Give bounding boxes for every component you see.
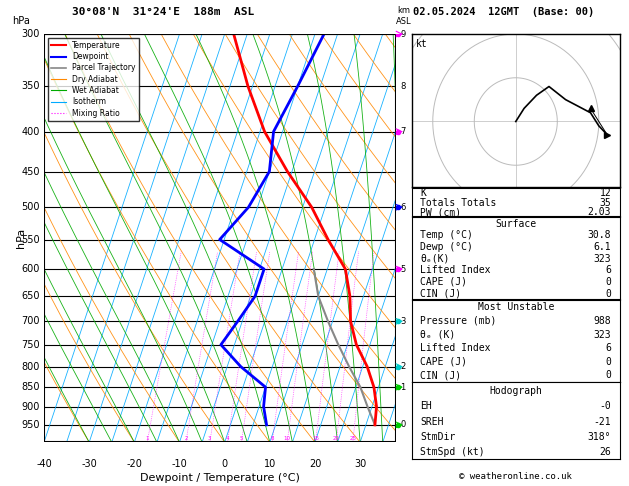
Text: 20: 20: [309, 459, 321, 469]
Text: 30: 30: [354, 459, 366, 469]
Text: 2: 2: [401, 362, 406, 371]
Text: 988: 988: [594, 316, 611, 326]
Text: 0: 0: [605, 357, 611, 367]
Text: 1: 1: [401, 382, 406, 392]
Text: Lifted Index: Lifted Index: [420, 265, 491, 275]
Text: 35: 35: [599, 198, 611, 208]
Text: 400: 400: [21, 126, 40, 137]
Text: hPa: hPa: [16, 228, 26, 248]
Text: 2.03: 2.03: [587, 207, 611, 217]
Text: 6.1: 6.1: [594, 242, 611, 252]
Text: 6: 6: [401, 203, 406, 212]
Text: Mixing Ratio (g/kg): Mixing Ratio (g/kg): [416, 198, 425, 278]
Text: 02.05.2024  12GMT  (Base: 00): 02.05.2024 12GMT (Base: 00): [413, 7, 594, 17]
Text: 3: 3: [208, 435, 211, 441]
Text: 5: 5: [401, 264, 406, 274]
Text: -40: -40: [36, 459, 52, 469]
Text: 0: 0: [605, 277, 611, 287]
Text: Most Unstable: Most Unstable: [477, 302, 554, 312]
Text: Temp (°C): Temp (°C): [420, 230, 473, 240]
Text: 2: 2: [184, 435, 187, 441]
Text: 750: 750: [21, 340, 40, 350]
Text: 0: 0: [401, 420, 406, 429]
Text: 318°: 318°: [587, 432, 611, 442]
Text: kt: kt: [416, 38, 428, 49]
Text: 500: 500: [21, 202, 40, 212]
Text: 450: 450: [21, 167, 40, 176]
Text: 800: 800: [21, 362, 40, 372]
Text: 8: 8: [270, 435, 274, 441]
Text: 6: 6: [605, 265, 611, 275]
Text: 30.8: 30.8: [587, 230, 611, 240]
Text: 4: 4: [226, 435, 229, 441]
Text: Dewp (°C): Dewp (°C): [420, 242, 473, 252]
Text: StmSpd (kt): StmSpd (kt): [420, 447, 485, 457]
Text: 323: 323: [594, 330, 611, 340]
Text: 9: 9: [401, 30, 406, 38]
Text: K: K: [420, 188, 426, 198]
Text: -10: -10: [172, 459, 187, 469]
Text: 950: 950: [21, 420, 40, 430]
Text: Pressure (mb): Pressure (mb): [420, 316, 497, 326]
Text: 3: 3: [401, 317, 406, 326]
Text: 550: 550: [21, 235, 40, 244]
Text: Totals Totals: Totals Totals: [420, 198, 497, 208]
Text: -21: -21: [594, 417, 611, 427]
Text: 5: 5: [240, 435, 243, 441]
Text: 900: 900: [21, 401, 40, 412]
Text: 10: 10: [264, 459, 276, 469]
Text: 26: 26: [599, 447, 611, 457]
Text: Hodograph: Hodograph: [489, 386, 542, 396]
Text: Lifted Index: Lifted Index: [420, 343, 491, 353]
Text: 6: 6: [605, 343, 611, 353]
Text: 300: 300: [21, 29, 40, 39]
Text: 7: 7: [401, 127, 406, 136]
Text: 0: 0: [221, 459, 228, 469]
Text: PW (cm): PW (cm): [420, 207, 462, 217]
Text: CIN (J): CIN (J): [420, 370, 462, 381]
Text: 25: 25: [349, 435, 356, 441]
Text: Surface: Surface: [495, 219, 537, 228]
Text: Dewpoint / Temperature (°C): Dewpoint / Temperature (°C): [140, 473, 300, 483]
Text: 350: 350: [21, 81, 40, 91]
Text: θₑ (K): θₑ (K): [420, 330, 455, 340]
Text: 30°08'N  31°24'E  188m  ASL: 30°08'N 31°24'E 188m ASL: [72, 7, 255, 17]
Text: -20: -20: [126, 459, 142, 469]
Text: 0: 0: [605, 370, 611, 381]
Text: 1: 1: [145, 435, 149, 441]
Text: SREH: SREH: [420, 417, 444, 427]
Text: CAPE (J): CAPE (J): [420, 357, 467, 367]
Legend: Temperature, Dewpoint, Parcel Trajectory, Dry Adiabat, Wet Adiabat, Isotherm, Mi: Temperature, Dewpoint, Parcel Trajectory…: [48, 38, 139, 121]
Text: 12: 12: [599, 188, 611, 198]
Text: CIN (J): CIN (J): [420, 289, 462, 298]
Text: 700: 700: [21, 316, 40, 326]
Text: EH: EH: [420, 401, 432, 411]
Text: km
ASL: km ASL: [396, 6, 411, 26]
Text: 10: 10: [284, 435, 291, 441]
Text: 323: 323: [594, 254, 611, 263]
Text: 20: 20: [333, 435, 340, 441]
Text: 8: 8: [401, 82, 406, 91]
Text: StmDir: StmDir: [420, 432, 455, 442]
Text: 850: 850: [21, 382, 40, 392]
Text: CAPE (J): CAPE (J): [420, 277, 467, 287]
Text: -30: -30: [81, 459, 97, 469]
Text: © weatheronline.co.uk: © weatheronline.co.uk: [459, 472, 572, 481]
Text: -0: -0: [599, 401, 611, 411]
Text: 0: 0: [605, 289, 611, 298]
Text: 15: 15: [312, 435, 319, 441]
Text: θₑ(K): θₑ(K): [420, 254, 450, 263]
Text: 650: 650: [21, 291, 40, 301]
Text: hPa: hPa: [12, 16, 30, 26]
Text: 600: 600: [21, 264, 40, 274]
